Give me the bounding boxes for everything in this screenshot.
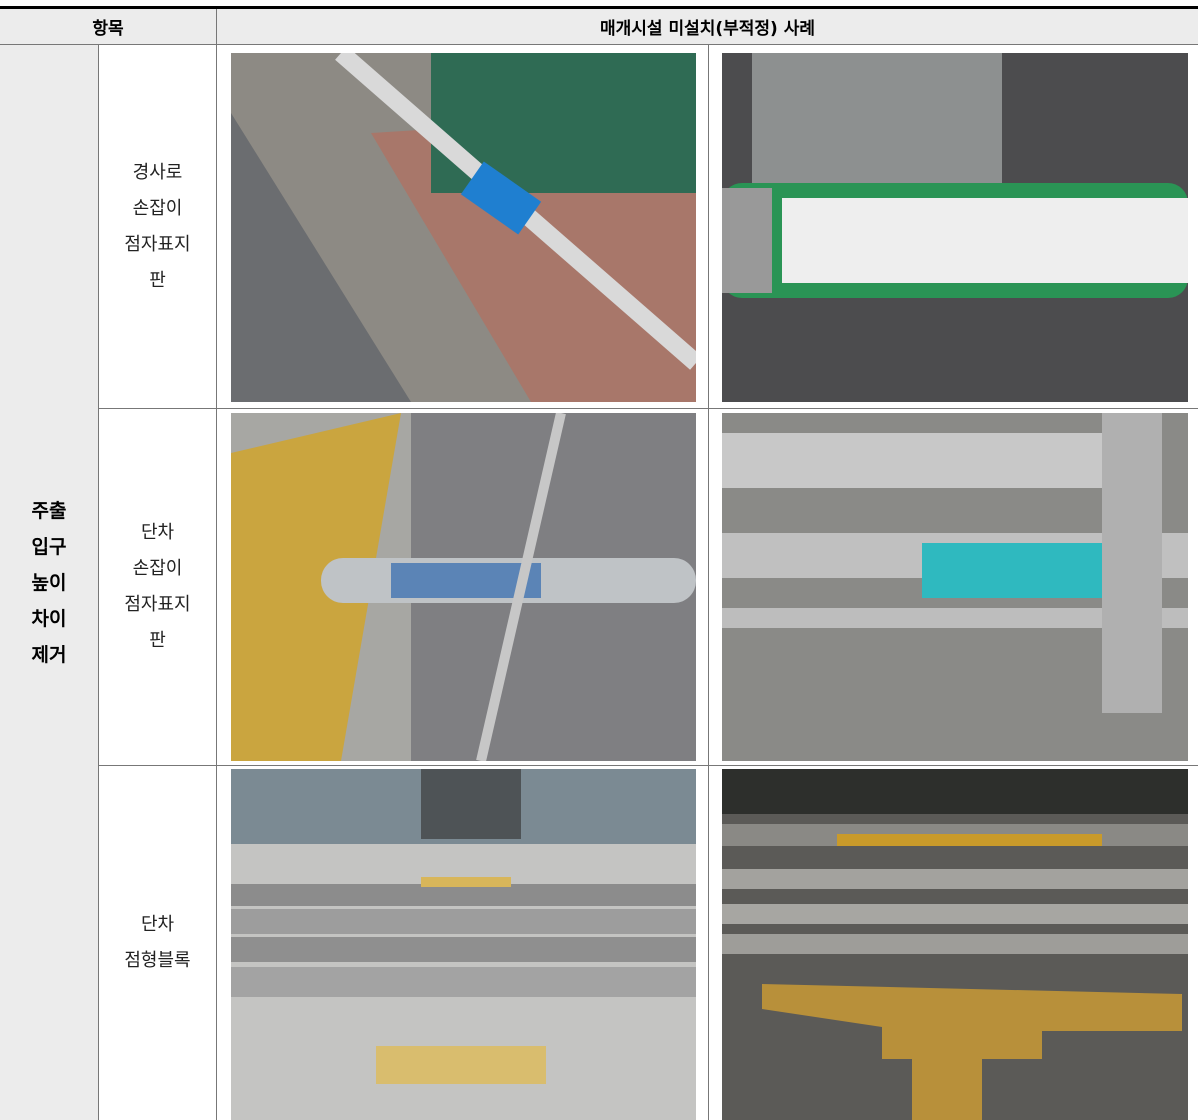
photo xyxy=(722,53,1188,402)
cell-text: 점형블록 xyxy=(124,950,191,971)
cell-text: 단차 xyxy=(140,914,175,935)
grid-line xyxy=(98,765,1198,766)
top-rule xyxy=(0,6,1198,9)
grid-line xyxy=(216,9,217,1120)
header-item: 항목 xyxy=(0,9,216,44)
cell-text: 차이 xyxy=(31,607,67,630)
header-cases: 매개시설 미설치(부적정) 사례 xyxy=(217,9,1198,44)
photo xyxy=(722,413,1188,761)
cell-text: 손잡이 xyxy=(132,558,183,579)
cell-text: 높이 xyxy=(31,571,67,594)
photo xyxy=(231,769,696,1120)
cell-text: 점자표지 xyxy=(124,594,191,615)
cell-text: 점자표지 xyxy=(124,233,191,255)
header-text: 항목 xyxy=(92,19,124,39)
grid-line xyxy=(0,44,1198,45)
grid-line xyxy=(708,44,709,1120)
photo xyxy=(231,53,696,402)
header-text: 매개시설 미설치(부적정) 사례 xyxy=(599,19,816,39)
cell-text: 판 xyxy=(149,630,166,651)
grid-line xyxy=(98,44,99,1120)
photo xyxy=(722,769,1188,1120)
grid-line xyxy=(98,408,1198,409)
cell-text: 주출 xyxy=(31,499,67,522)
cell-text: 경사로 xyxy=(132,161,183,183)
cell-text: 단차 xyxy=(140,522,175,543)
photo xyxy=(231,413,696,761)
cell-text: 입구 xyxy=(31,535,67,558)
cell-text: 손잡이 xyxy=(132,197,183,219)
cell-text: 판 xyxy=(149,269,166,291)
cell-text: 제거 xyxy=(31,643,67,666)
